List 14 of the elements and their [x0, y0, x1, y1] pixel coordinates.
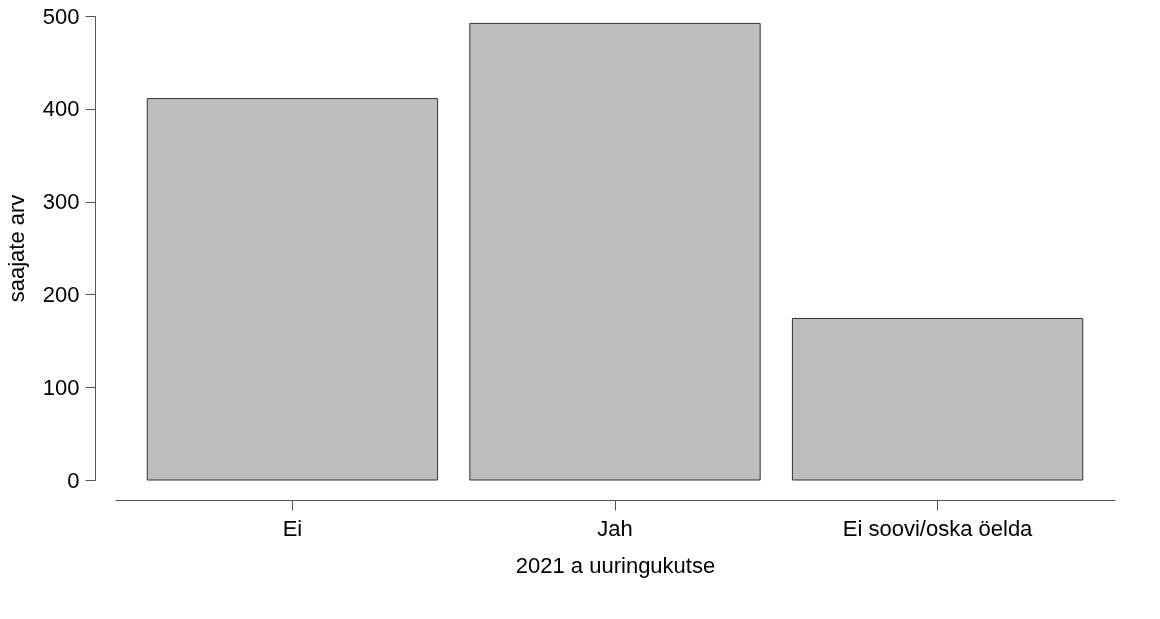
- y-axis-title: saajate arv: [3, 194, 29, 303]
- y-tick-label: 100: [42, 374, 80, 400]
- y-tick-label: 0: [67, 467, 80, 493]
- y-tick-label: 500: [42, 3, 80, 29]
- bar: [469, 22, 761, 481]
- y-tick-label: 200: [42, 281, 80, 307]
- x-axis-title: 2021 a uuringukutse: [515, 552, 716, 578]
- x-tick-label: Ei soovi/oska öelda: [842, 515, 1034, 541]
- bar: [791, 318, 1084, 481]
- y-tick-label: 300: [42, 189, 80, 215]
- x-tick-label: Ei: [282, 515, 303, 541]
- y-tick-label: 400: [42, 96, 80, 122]
- x-tick-label: Jah: [597, 515, 633, 541]
- bar: [146, 98, 439, 481]
